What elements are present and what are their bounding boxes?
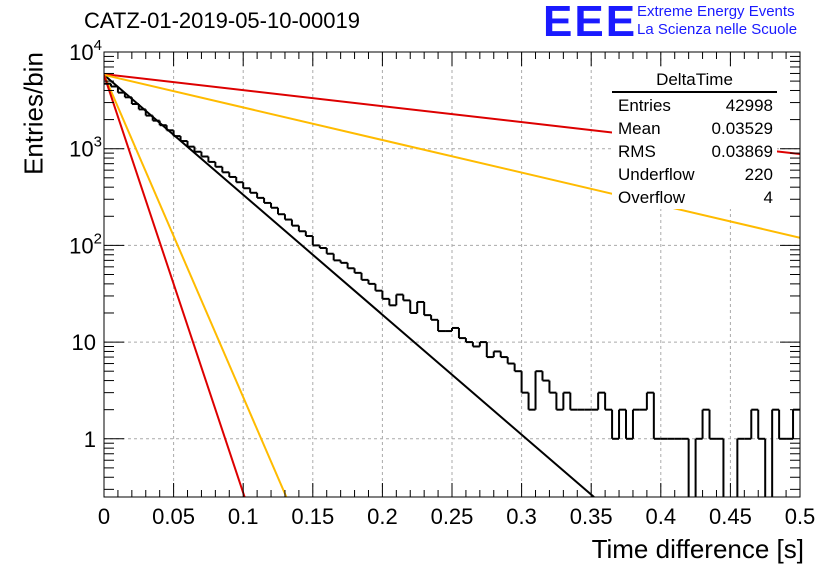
plot-frame	[103, 51, 801, 498]
fit-line	[104, 74, 595, 497]
stats-label: Underflow	[618, 165, 695, 184]
x-tick-label: 0.25	[431, 504, 474, 529]
x-axis-label: Time difference [s]	[591, 534, 804, 564]
y-tick-label: 102	[69, 230, 102, 258]
stats-row: Overflow 4	[612, 186, 777, 209]
y-tick-label: 10	[72, 330, 96, 355]
x-tick-label: 0.1	[228, 504, 259, 529]
logo-text-line1: Extreme Energy Events	[637, 3, 795, 20]
stats-label: Mean	[618, 119, 661, 138]
axes-group: 0 0.05 0.1 0.15 0.2 0.25 0.3 0.35 0.4 0.45 0.5 1 10 1…	[69, 37, 815, 529]
logo-text-line2: La Scienza nelle Scuole	[637, 21, 798, 38]
x-tick-label: 0.2	[367, 504, 398, 529]
x-tick-label: 0.5	[785, 504, 816, 529]
y-axis-label: Entries/bin	[18, 52, 49, 175]
chart-title: CATZ-01-2019-05-10-00019	[84, 8, 360, 33]
stats-row: Entries 42998	[612, 94, 777, 117]
stats-row: Underflow 220	[612, 163, 777, 186]
fit-line	[104, 74, 246, 497]
stats-value: 0.03869	[711, 142, 773, 161]
x-tick-label: 0.05	[152, 504, 195, 529]
histogram-group	[104, 82, 800, 497]
stats-label: Overflow	[618, 188, 686, 207]
stats-row: Mean 0.03529	[612, 117, 777, 140]
fit-line	[104, 74, 288, 497]
x-tick-label: 0.35	[570, 504, 613, 529]
x-tick-label: 0.45	[709, 504, 752, 529]
x-tick-label: 0	[98, 504, 110, 529]
stats-label: Entries	[618, 96, 671, 115]
fit-line	[104, 73, 800, 239]
stats-title: DeltaTime	[612, 70, 777, 93]
y-tick-label: 1	[84, 427, 96, 452]
stats-value: 4	[763, 188, 773, 207]
x-tick-label: 0.15	[291, 504, 334, 529]
stats-label: RMS	[618, 142, 656, 161]
y-tick-label: 104	[69, 37, 102, 65]
stats-value: 220	[744, 165, 773, 184]
stats-row: RMS 0.03869	[612, 140, 777, 163]
eee-logo: EEE	[543, 0, 638, 46]
y-tick-label: 103	[69, 134, 102, 162]
x-tick-label: 0.4	[646, 504, 677, 529]
stats-box: DeltaTime Entries 42998 Mean 0.03529 RMS…	[612, 70, 777, 209]
stats-value: 42998	[725, 96, 773, 115]
x-tick-label: 0.3	[506, 504, 537, 529]
stats-value: 0.03529	[711, 119, 773, 138]
